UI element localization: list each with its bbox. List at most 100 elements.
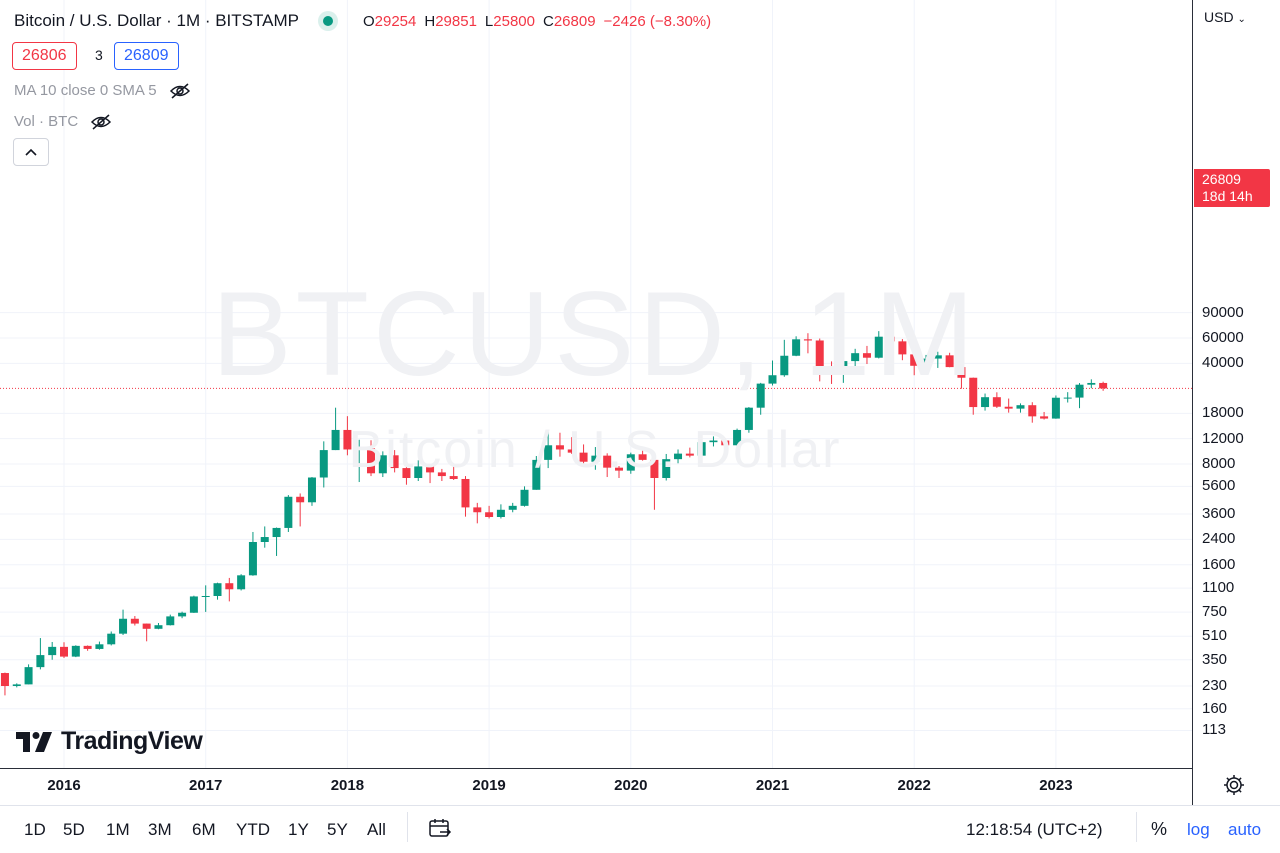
- candle[interactable]: [189, 595, 198, 613]
- candle[interactable]: [307, 477, 316, 506]
- candle[interactable]: [36, 638, 45, 670]
- log-scale-button[interactable]: log: [1187, 820, 1210, 839]
- percent-scale-button[interactable]: %: [1151, 819, 1168, 839]
- candle[interactable]: [803, 333, 812, 354]
- candle[interactable]: [1075, 383, 1084, 409]
- candle[interactable]: [532, 455, 541, 490]
- candle[interactable]: [154, 622, 163, 630]
- candle[interactable]: [922, 354, 931, 374]
- indicator-vol[interactable]: Vol · BTC: [14, 113, 112, 130]
- timezone-clock[interactable]: 12:18:54 (UTC+2): [966, 820, 1103, 839]
- timeframe-button[interactable]: 1D: [24, 820, 46, 839]
- candle[interactable]: [992, 392, 1001, 409]
- candle[interactable]: [248, 531, 257, 576]
- candle[interactable]: [24, 664, 33, 685]
- candle[interactable]: [567, 437, 576, 454]
- candle[interactable]: [426, 465, 435, 484]
- candle[interactable]: [544, 429, 553, 469]
- candle[interactable]: [1016, 403, 1025, 413]
- candle[interactable]: [225, 577, 234, 602]
- candle[interactable]: [1099, 381, 1108, 391]
- candle[interactable]: [48, 641, 57, 660]
- candle[interactable]: [12, 683, 21, 688]
- candle[interactable]: [674, 449, 683, 464]
- candle[interactable]: [130, 616, 139, 626]
- candle[interactable]: [614, 466, 623, 478]
- candle[interactable]: [945, 352, 954, 368]
- candle[interactable]: [107, 631, 116, 646]
- candle[interactable]: [378, 451, 387, 478]
- candle[interactable]: [603, 453, 612, 478]
- candle[interactable]: [981, 393, 990, 411]
- candle[interactable]: [343, 416, 352, 456]
- timeframe-button[interactable]: 5D: [63, 820, 85, 839]
- candle[interactable]: [449, 466, 458, 480]
- symbol-title[interactable]: Bitcoin / U.S. Dollar · 1M · BITSTAMP: [14, 11, 299, 30]
- candle[interactable]: [957, 363, 966, 389]
- candle[interactable]: [367, 440, 376, 477]
- timeframe-button[interactable]: All: [367, 820, 386, 839]
- candle[interactable]: [402, 465, 411, 485]
- candle[interactable]: [508, 502, 517, 513]
- candle[interactable]: [898, 339, 907, 361]
- candle[interactable]: [768, 360, 777, 386]
- date-range-icon[interactable]: [428, 818, 452, 840]
- candle[interactable]: [1051, 395, 1060, 419]
- candle[interactable]: [237, 574, 246, 591]
- candle[interactable]: [874, 331, 883, 359]
- candle[interactable]: [260, 526, 269, 548]
- candle[interactable]: [71, 645, 80, 658]
- candle[interactable]: [626, 452, 635, 474]
- candle[interactable]: [319, 441, 328, 488]
- candle[interactable]: [910, 352, 919, 376]
- candle[interactable]: [60, 642, 68, 658]
- bid-price-button[interactable]: 26806: [12, 42, 77, 70]
- candle[interactable]: [485, 505, 494, 519]
- candle[interactable]: [1063, 392, 1072, 403]
- candle[interactable]: [272, 527, 281, 556]
- candle[interactable]: [555, 432, 564, 457]
- candle[interactable]: [119, 609, 128, 635]
- auto-scale-button[interactable]: auto: [1228, 820, 1262, 839]
- candle[interactable]: [886, 329, 895, 346]
- candle[interactable]: [638, 447, 647, 461]
- candle[interactable]: [839, 359, 848, 383]
- settings-gear-icon[interactable]: [1222, 773, 1246, 797]
- candle[interactable]: [95, 641, 104, 650]
- timeframe-button[interactable]: YTD: [236, 820, 270, 839]
- timeframe-button[interactable]: 1M: [106, 820, 130, 839]
- currency-selector[interactable]: USD ⌄: [1204, 9, 1246, 25]
- candle[interactable]: [461, 476, 470, 517]
- timeframe-button[interactable]: 1Y: [288, 820, 309, 839]
- candle[interactable]: [437, 468, 446, 482]
- candle[interactable]: [213, 582, 222, 600]
- candle[interactable]: [1040, 411, 1049, 420]
- timeframe-button[interactable]: 3M: [148, 820, 172, 839]
- collapse-legend-button[interactable]: [13, 138, 49, 166]
- candle[interactable]: [650, 455, 659, 510]
- candle[interactable]: [414, 460, 423, 482]
- candle[interactable]: [142, 623, 151, 642]
- candle[interactable]: [662, 453, 671, 481]
- candle[interactable]: [862, 345, 871, 365]
- ask-price-button[interactable]: 26809: [114, 42, 179, 70]
- candle[interactable]: [284, 495, 293, 532]
- candle[interactable]: [709, 436, 718, 447]
- candle[interactable]: [496, 504, 505, 519]
- candle[interactable]: [697, 441, 706, 458]
- candle[interactable]: [1004, 398, 1013, 413]
- candle[interactable]: [744, 407, 753, 433]
- candle[interactable]: [851, 348, 860, 368]
- candle[interactable]: [579, 444, 588, 467]
- candle[interactable]: [331, 407, 340, 451]
- candle[interactable]: [756, 382, 765, 415]
- candle[interactable]: [520, 486, 529, 507]
- candle[interactable]: [83, 645, 92, 651]
- candle[interactable]: [296, 493, 305, 527]
- candle[interactable]: [178, 611, 187, 619]
- indicator-ma[interactable]: MA 10 close 0 SMA 5: [14, 82, 191, 99]
- candle[interactable]: [827, 361, 836, 384]
- candle[interactable]: [685, 447, 694, 458]
- candle[interactable]: [733, 428, 742, 448]
